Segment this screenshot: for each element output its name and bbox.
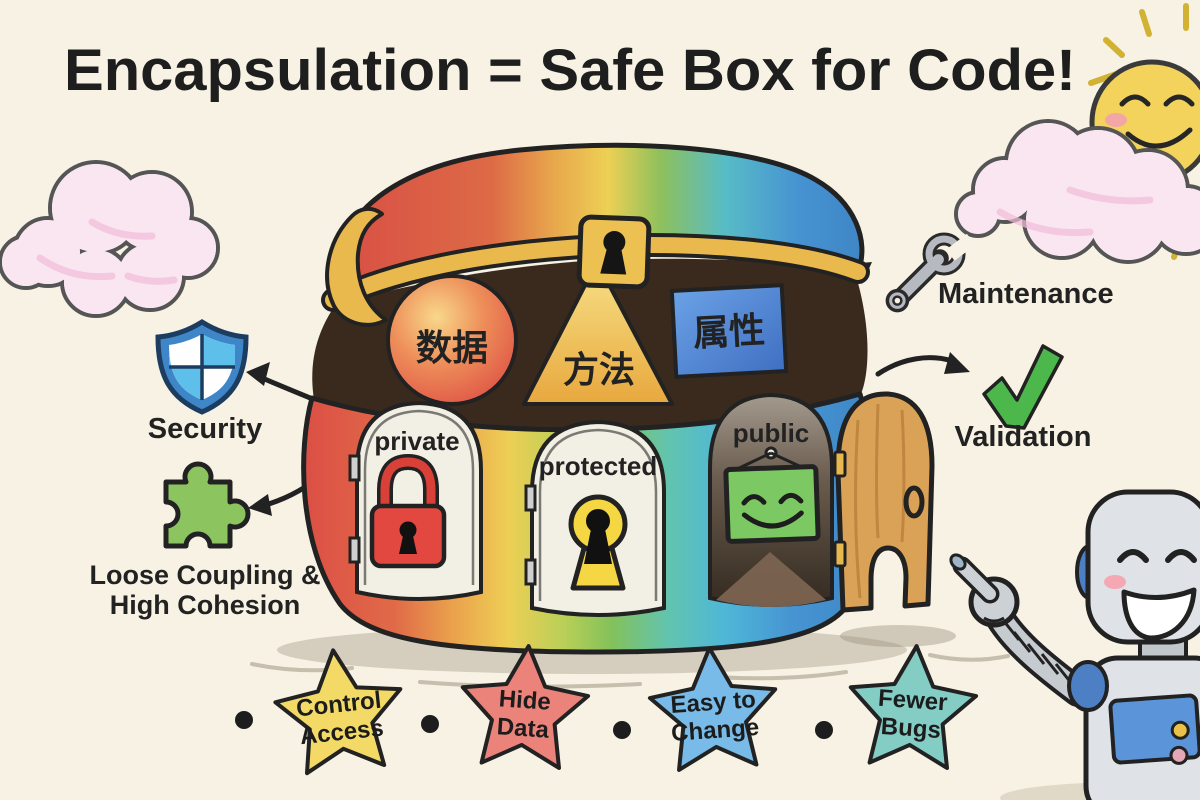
data-ball-label: 数据 — [416, 327, 488, 368]
door-public: public — [708, 392, 834, 607]
robot-smile — [1121, 587, 1197, 641]
treasure-chest: 数据 方法 属性 p — [301, 142, 935, 655]
star-label-line1: Easy to — [670, 686, 757, 719]
coupling-label-line2: High Cohesion — [110, 590, 301, 620]
bullet-dot — [421, 715, 439, 733]
sun-eye-right — [1163, 94, 1195, 107]
star-control-access: Control Access — [273, 648, 403, 776]
chest-contents: 数据 方法 属性 — [386, 260, 789, 406]
star-shape — [273, 648, 403, 776]
puzzle-piece-icon — [163, 461, 251, 549]
method-triangle-label: 方法 — [563, 349, 635, 390]
star-label-line1: Fewer — [877, 685, 948, 717]
clasp-keyhole — [603, 231, 626, 254]
door-handle — [903, 485, 925, 519]
sun-blush — [1105, 113, 1127, 127]
bullet-dot — [815, 721, 833, 739]
star-shape — [848, 644, 979, 770]
arrowhead — [246, 362, 270, 386]
lock-clasp — [576, 214, 652, 290]
cloud-shading — [36, 218, 178, 285]
private-door-label: private — [374, 426, 459, 456]
data-ball — [386, 274, 518, 406]
star-shape — [647, 646, 778, 772]
chest-panel — [1108, 693, 1200, 765]
star-shape — [460, 644, 591, 770]
benefit-stars-row: Control Access Hide Data Easy to Change … — [235, 644, 979, 776]
star-fewer-bugs: Fewer Bugs — [848, 644, 979, 770]
attribute-cube — [669, 283, 789, 379]
hinge — [348, 454, 361, 482]
hinge — [833, 540, 847, 568]
keyhole-icon — [568, 494, 628, 591]
doorway-floor — [716, 552, 826, 607]
star-hide-data: Hide Data — [460, 644, 591, 770]
sign-smiley-face — [741, 492, 804, 529]
method-triangle — [522, 260, 674, 406]
bullet-dot — [235, 711, 253, 729]
open-wooden-door — [833, 391, 935, 613]
star-label-line2: Change — [670, 714, 760, 747]
validation-callout: Validation — [955, 344, 1092, 453]
arrowhead — [248, 494, 272, 516]
validation-label: Validation — [955, 421, 1092, 453]
hinge — [524, 558, 537, 586]
security-label: Security — [148, 413, 262, 445]
door-inner-frame — [363, 409, 475, 585]
star-easy-to-change: Easy to Change — [647, 646, 778, 772]
padlock-icon — [369, 453, 447, 569]
sun-expression — [1119, 94, 1195, 149]
protected-door-label: protected — [539, 451, 657, 481]
star-label-line2: Data — [496, 713, 550, 744]
attribute-cube-label: 属性 — [692, 309, 766, 354]
star-label-line2: Bugs — [880, 713, 942, 744]
door-protected: protected — [524, 419, 666, 617]
cloud-fill — [958, 123, 1200, 260]
checkmark-icon — [982, 344, 1064, 430]
chest-lid — [321, 142, 870, 327]
maintenance-callout: Maintenance — [885, 232, 1114, 313]
coupling-callout: Loose Coupling & High Cohesion — [90, 461, 321, 620]
robot-eyes — [1117, 549, 1197, 563]
panel-button-yellow — [1170, 720, 1190, 740]
cloud-left-icon — [0, 160, 220, 318]
hinge — [348, 536, 361, 564]
cloud-right-icon — [954, 119, 1200, 264]
smiley-sign-icon — [723, 446, 821, 544]
robot-blush — [1104, 575, 1126, 589]
cloud-fill — [2, 164, 216, 314]
knuckle-line — [983, 616, 1005, 623]
pointing-finger — [956, 560, 996, 600]
page-title: Encapsulation = Safe Box for Code! — [64, 38, 1076, 103]
door-private: private — [348, 400, 483, 601]
shield-icon — [155, 319, 249, 415]
security-callout: Security — [148, 319, 262, 445]
wrench-icon — [885, 232, 976, 313]
hinge — [524, 484, 537, 512]
wood-grain — [854, 403, 906, 599]
public-door-label: public — [733, 418, 810, 448]
star-label-line1: Hide — [498, 685, 552, 716]
robot-icon — [949, 489, 1200, 800]
bullet-dot — [613, 721, 631, 739]
sign-board — [723, 464, 821, 544]
panel-button-pink — [1169, 745, 1189, 765]
arrowhead — [944, 352, 970, 374]
coupling-label-line1: Loose Coupling & — [90, 560, 321, 590]
hinge — [833, 450, 847, 478]
shoulder-joint — [1067, 660, 1109, 712]
door-inner-frame — [538, 428, 658, 601]
finger-tip — [949, 553, 967, 571]
door-slab — [835, 391, 935, 613]
maintenance-label: Maintenance — [938, 278, 1114, 310]
arrow-to-validation — [875, 355, 955, 377]
sun-eye-left — [1119, 94, 1151, 107]
cloud-shading — [996, 186, 1154, 237]
lid-left-curl — [325, 207, 388, 327]
sun-smile — [1125, 127, 1193, 149]
